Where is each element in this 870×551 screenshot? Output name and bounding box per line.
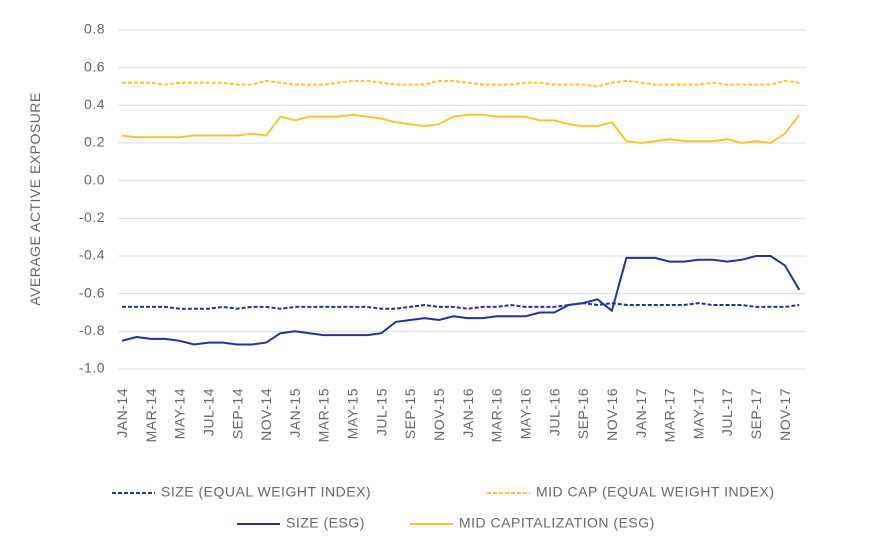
legend-label: MID CAPITALIZATION (ESG) [459, 515, 655, 531]
x-tick-label: MAR-14 [143, 388, 159, 442]
x-tick-label: MAY-15 [345, 388, 361, 439]
x-tick-label: MAR-16 [489, 388, 505, 442]
legend-label: MID CAP (EQUAL WEIGHT INDEX) [536, 484, 775, 500]
y-tick-label: 0.8 [84, 21, 105, 37]
x-tick-label: SEP-14 [229, 388, 245, 439]
x-tick-label: MAY-17 [690, 388, 706, 439]
x-tick-label: SEP-16 [575, 388, 591, 439]
x-tick-label: JAN-15 [287, 388, 303, 438]
line-series [122, 79, 800, 88]
x-tick-label: JUL-16 [546, 388, 562, 436]
x-tick-label: NOV-17 [777, 388, 793, 441]
x-tick-label: SEP-15 [402, 388, 418, 439]
y-tick-label: 0.4 [84, 96, 105, 112]
x-tick-label: JAN-14 [114, 388, 130, 438]
x-tick-label: MAY-16 [517, 388, 533, 439]
x-tick-label: JUL-14 [200, 388, 216, 436]
y-tick-label: -0.2 [79, 209, 105, 225]
x-tick-label: MAR-17 [662, 388, 678, 442]
x-tick-label: NOV-15 [431, 388, 447, 441]
x-tick-label: JUL-15 [373, 388, 389, 436]
y-tick-label: 0.0 [84, 171, 105, 187]
y-tick-label: -0.6 [79, 284, 105, 300]
x-tick-label: NOV-16 [604, 388, 620, 441]
line-series [121, 113, 801, 145]
legend-label: SIZE (ESG) [286, 515, 365, 531]
x-tick-label: JAN-16 [460, 388, 476, 438]
x-tick-label: MAR-15 [316, 388, 332, 442]
y-tick-label: 0.6 [84, 58, 105, 74]
line-series [122, 302, 800, 310]
y-tick-label: -0.4 [79, 247, 105, 263]
x-tick-label: JAN-17 [633, 388, 649, 438]
y-tick-label: -1.0 [79, 360, 105, 376]
x-tick-label: NOV-14 [258, 388, 274, 441]
x-tick-label: SEP-17 [748, 388, 764, 439]
x-tick-label: JUL-17 [719, 388, 735, 436]
legend-label: SIZE (EQUAL WEIGHT INDEX) [161, 484, 371, 500]
line-series [121, 255, 801, 346]
y-axis-label: AVERAGE ACTIVE EXPOSURE [27, 92, 43, 306]
y-tick-label: 0.2 [84, 134, 105, 150]
x-tick-label: MAY-14 [172, 388, 188, 439]
y-tick-label: -0.8 [79, 322, 105, 338]
